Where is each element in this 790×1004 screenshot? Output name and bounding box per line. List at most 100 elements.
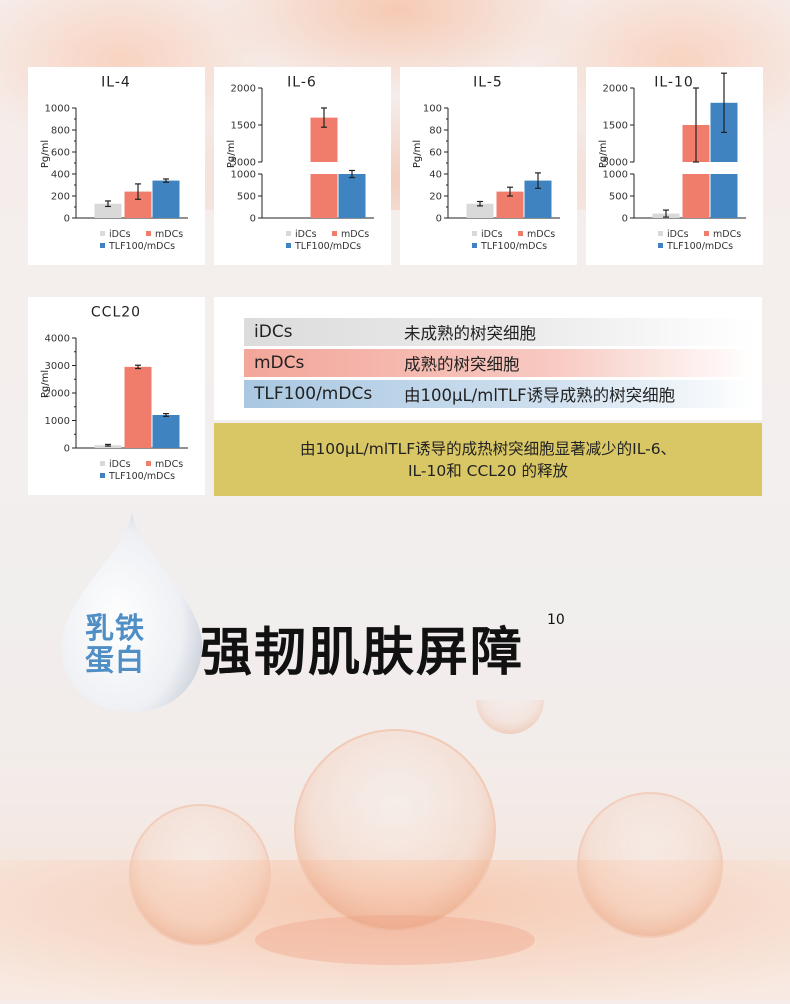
y-tick-label: 600 — [51, 148, 70, 159]
legend-desc: 未成熟的树突细胞 — [404, 324, 536, 343]
y-tick-label: 400 — [51, 170, 70, 181]
legend-row-mdcs: mDCs 成熟的树突细胞 — [244, 349, 754, 377]
legend-tlf100-swatch — [286, 243, 291, 248]
y-tick-label: 1000 — [45, 104, 70, 115]
chart-title: IL-4 — [101, 75, 131, 91]
chart-panel-il4: IL-4 Pg/ml 0 200 400 600 800 1000 iDCs mDCs TLF100… — [28, 67, 205, 265]
chart-svg: CCL20 Pg/ml 0 1000 2000 3000 4000 iDCs mDCsTLF10… — [40, 305, 188, 482]
conclusion-line-1: 由100μL/mlTLF诱导的成热树突细胞显著减少的IL-6、 — [299, 439, 677, 458]
legend-table: iDCs 未成熟的树突细胞 mDCs 成熟的树突细胞 TLF100/mDCs 由… — [214, 297, 762, 420]
badge-line-1: 乳铁 — [84, 611, 145, 645]
legend-tlf100-swatch — [658, 243, 663, 248]
chart-panel-il5: IL-5 Pg/ml 0 20 40 60 80 100 iDCs mDCs TLF100/mDCs — [400, 67, 577, 265]
legend-desc: 成熟的树突细胞 — [404, 355, 520, 374]
chart-svg: IL-4 Pg/ml 0 200 400 600 800 1000 iDCs mDCsTLF100… — [40, 75, 188, 252]
legend-idcs-swatch — [100, 461, 105, 466]
y-tick-label: 5000 — [603, 158, 628, 169]
chart-panel-il6: IL-6 Pg/ml 0 500 1000 5000 1500 2000 iDCs mDCs TLF… — [214, 67, 391, 265]
legend-mdcs-swatch — [704, 231, 709, 236]
legend-mdcs-label: mDCs — [155, 459, 183, 470]
legend-mdcs-swatch — [146, 231, 151, 236]
conclusion-box: 由100μL/mlTLF诱导的成热树突细胞显著减少的IL-6、 IL-10和 C… — [214, 423, 762, 496]
y-tick-label: 1500 — [231, 121, 256, 132]
y-tick-label: 40 — [429, 170, 442, 181]
legend-idcs-label: iDCs — [109, 229, 131, 240]
y-axis-label: Pg/ml — [40, 140, 51, 168]
bubbles-illustration — [0, 666, 790, 1000]
legend-key: iDCs — [254, 322, 293, 342]
background-scene — [0, 666, 790, 1000]
y-tick-label: 500 — [609, 192, 628, 203]
chart-title: IL-10 — [654, 75, 694, 91]
legend-mdcs-swatch — [332, 231, 337, 236]
chart-title: CCL20 — [91, 305, 141, 321]
bar-mdcs-lower — [682, 174, 710, 218]
legend-mdcs-label: mDCs — [341, 229, 369, 240]
legend-mdcs-label: mDCs — [155, 229, 183, 240]
chart-panel-il10: IL-10 Pg/ml 0 500 1000 5000 1500 2000 iDCs mDCs TL… — [586, 67, 763, 265]
y-tick-label: 80 — [429, 126, 442, 137]
legend-idcs-swatch — [658, 231, 663, 236]
y-tick-label: 4000 — [45, 334, 70, 345]
legend-row-idcs: iDCs 未成熟的树突细胞 — [244, 318, 754, 346]
legend-row-tlf100: TLF100/mDCs 由100μL/mlTLF诱导成熟的树突细胞 — [244, 380, 754, 408]
legend-key: TLF100/mDCs — [254, 384, 373, 404]
y-tick-label: 0 — [622, 214, 628, 225]
legend-tlf100-swatch — [472, 243, 477, 248]
legend-idcs-label: iDCs — [481, 229, 503, 240]
y-tick-label: 1000 — [603, 170, 628, 181]
water-drop-icon — [61, 512, 203, 712]
legend-mdcs-swatch — [146, 461, 151, 466]
y-tick-label: 1000 — [45, 416, 70, 427]
legend-tlf100-swatch — [100, 243, 105, 248]
chart-title: IL-6 — [287, 75, 317, 91]
y-tick-label: 0 — [64, 444, 70, 455]
y-tick-label: 1500 — [603, 121, 628, 132]
bar-mdcs — [124, 366, 152, 448]
y-tick-label: 3000 — [45, 361, 70, 372]
legend-mdcs-label: mDCs — [527, 229, 555, 240]
badge-line-2: 蛋白 — [84, 643, 145, 677]
lactoferrin-badge: 乳铁 蛋白 — [80, 612, 150, 676]
y-tick-label: 2000 — [231, 84, 256, 95]
legend-idcs-swatch — [100, 231, 105, 236]
legend-desc: 由100μL/mlTLF诱导成熟的树突细胞 — [404, 386, 676, 405]
legend-idcs-label: iDCs — [295, 229, 317, 240]
chart-panel-ccl20: CCL20 Pg/ml 0 1000 2000 3000 4000 iDCs mDCs TLF10… — [28, 297, 205, 495]
bar-tlf100mdcs — [152, 415, 180, 448]
chart-title: IL-5 — [473, 75, 503, 91]
y-axis-label: Pg/ml — [412, 140, 423, 168]
y-tick-label: 60 — [429, 148, 442, 159]
y-tick-label: 2000 — [603, 84, 628, 95]
conclusion-line-2: IL-10和 CCL20 的释放 — [407, 461, 569, 480]
legend-tlf100-label: TLF100/mDCs — [108, 241, 175, 252]
legend-mdcs-swatch — [518, 231, 523, 236]
y-tick-label: 0 — [64, 214, 70, 225]
y-tick-label: 500 — [237, 192, 256, 203]
bar-tlf100mdcs — [338, 174, 366, 218]
y-axis-label: Pg/ml — [598, 140, 609, 168]
headline-footnote: 10 — [547, 612, 565, 628]
bar-tlf100mdcs-lower — [710, 174, 738, 218]
bar-mdcs-lower — [310, 174, 338, 218]
legend-idcs-label: iDCs — [667, 229, 689, 240]
legend-mdcs-label: mDCs — [713, 229, 741, 240]
y-tick-label: 0 — [436, 214, 442, 225]
y-tick-label: 1000 — [231, 170, 256, 181]
legend-tlf100-label: TLF100/mDCs — [666, 241, 733, 252]
y-tick-label: 200 — [51, 192, 70, 203]
legend-idcs-label: iDCs — [109, 459, 131, 470]
y-tick-label: 0 — [250, 214, 256, 225]
headline: 强韧肌肤屏障 — [200, 623, 525, 683]
y-tick-label: 800 — [51, 126, 70, 137]
bar-tlf100mdcs — [152, 180, 180, 218]
bar-idcs — [466, 203, 494, 218]
legend-idcs-swatch — [472, 231, 477, 236]
y-tick-label: 20 — [429, 192, 442, 203]
legend-tlf100-label: TLF100/mDCs — [294, 241, 361, 252]
legend-tlf100-swatch — [100, 473, 105, 478]
y-tick-label: 100 — [423, 104, 442, 115]
y-axis-label: Pg/ml — [226, 140, 237, 168]
